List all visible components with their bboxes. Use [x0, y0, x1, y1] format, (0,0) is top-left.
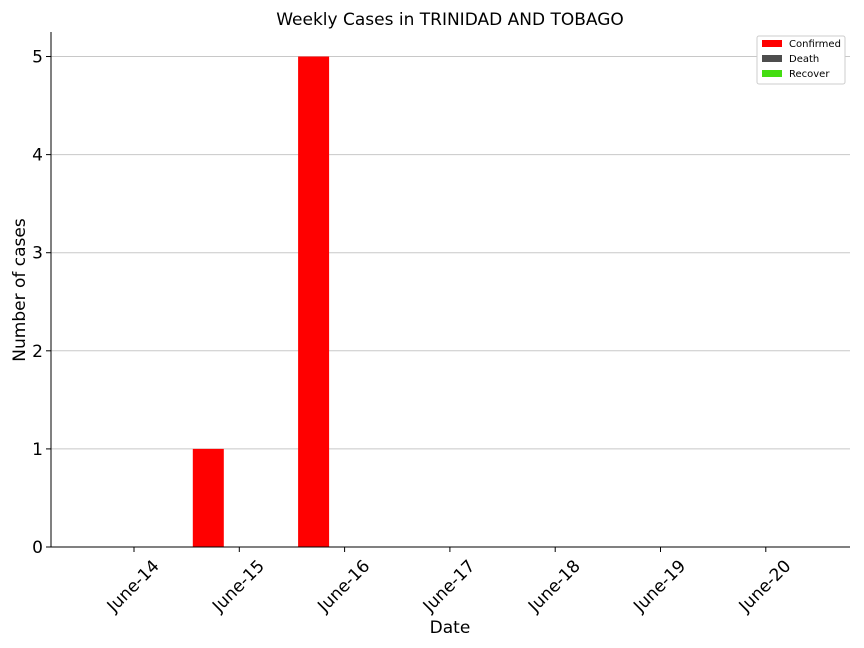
- x-axis-label: Date: [430, 618, 471, 638]
- y-tick-label: 2: [32, 342, 43, 362]
- x-tick-label: June-14: [103, 556, 164, 617]
- x-tick-label: June-17: [419, 556, 480, 617]
- legend: Confirmed Death Recover: [756, 35, 846, 85]
- x-tick-label: June-18: [524, 556, 585, 617]
- legend-label-confirmed: Confirmed: [789, 39, 841, 50]
- x-tick-label: June-16: [313, 556, 374, 617]
- grid-lines: [51, 56, 850, 450]
- y-axis-label: Number of cases: [10, 218, 30, 362]
- axes: [50, 32, 850, 548]
- y-tick-label: 5: [32, 48, 43, 68]
- legend-swatch-confirmed: [762, 40, 782, 47]
- legend-label-death: Death: [789, 54, 819, 65]
- y-ticks: 0 1 2 3 4 5: [32, 48, 51, 558]
- x-tick-label: June-20: [735, 556, 796, 617]
- y-tick-label: 1: [32, 440, 43, 460]
- y-tick-label: 0: [32, 538, 43, 558]
- y-tick-label: 3: [32, 244, 43, 264]
- x-ticks: June-14 June-15 June-16 June-17 June-18 June-…: [103, 547, 795, 617]
- y-tick-label: 4: [32, 146, 43, 166]
- bar-confirmed-june-16: [298, 56, 330, 548]
- x-tick-label: June-19: [629, 556, 690, 617]
- x-tick-label: June-15: [208, 556, 269, 617]
- legend-swatch-recover: [762, 70, 782, 77]
- legend-swatch-death: [762, 55, 782, 62]
- bars: [192, 56, 330, 548]
- bar-confirmed-june-15: [192, 448, 224, 547]
- legend-label-recover: Recover: [789, 69, 830, 80]
- chart-title: Weekly Cases in TRINIDAD AND TOBAGO: [276, 10, 624, 30]
